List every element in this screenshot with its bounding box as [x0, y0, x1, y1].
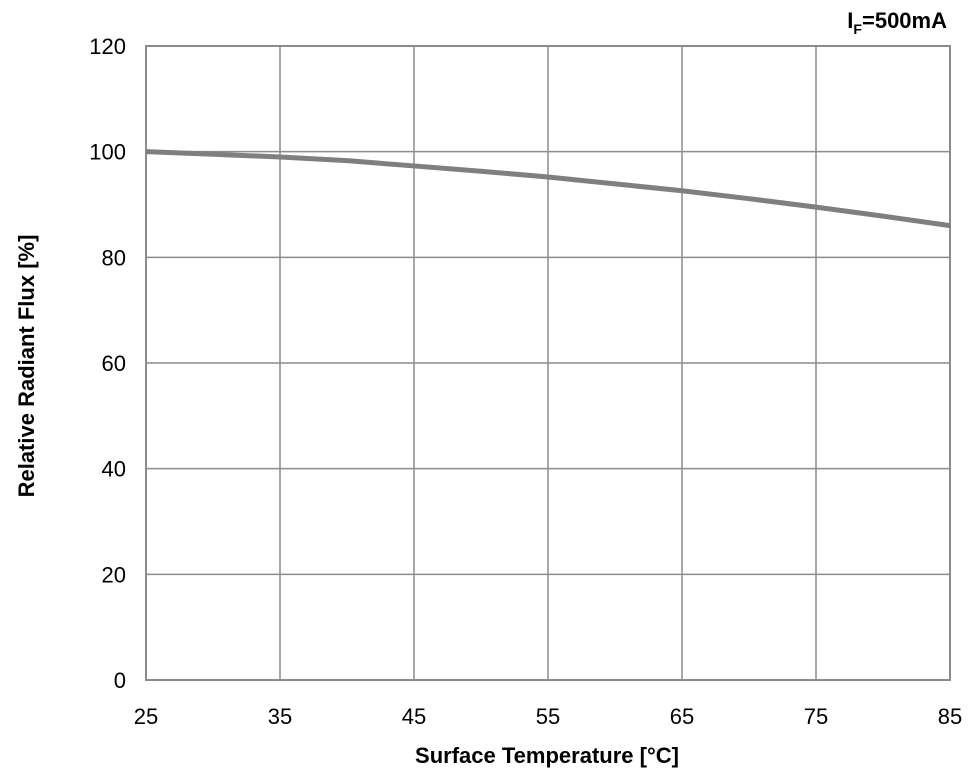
condition-current-symbol: I	[847, 8, 853, 33]
x-tick-label: 45	[402, 704, 426, 729]
x-tick-label: 55	[536, 704, 560, 729]
condition-current-value: =500mA	[862, 8, 947, 33]
x-tick-labels: 25 35 45 55 65 75 85	[134, 704, 962, 729]
x-tick-label: 25	[134, 704, 158, 729]
y-tick-label: 100	[89, 140, 126, 165]
y-tick-label: 20	[102, 562, 126, 587]
y-tick-label: 60	[102, 351, 126, 376]
y-tick-label: 80	[102, 245, 126, 270]
series-layer	[145, 149, 951, 229]
plot-frame	[145, 45, 951, 681]
y-tick-labels: 0 20 40 60 80 100 120	[89, 34, 126, 693]
y-axis-title: Relative Radiant Flux [%]	[14, 235, 39, 498]
x-tick-label: 75	[804, 704, 828, 729]
series-line-1	[145, 149, 951, 229]
y-tick-label: 0	[114, 668, 126, 693]
condition-current-subscript: F	[853, 21, 862, 37]
y-tick-label: 40	[102, 457, 126, 482]
x-axis-title: Surface Temperature [°C]	[415, 743, 679, 768]
x-tick-label: 85	[938, 704, 962, 729]
x-tick-label: 65	[670, 704, 694, 729]
x-tick-label: 35	[268, 704, 292, 729]
y-tick-label: 120	[89, 34, 126, 59]
condition-label: IF=500mA	[847, 8, 947, 37]
